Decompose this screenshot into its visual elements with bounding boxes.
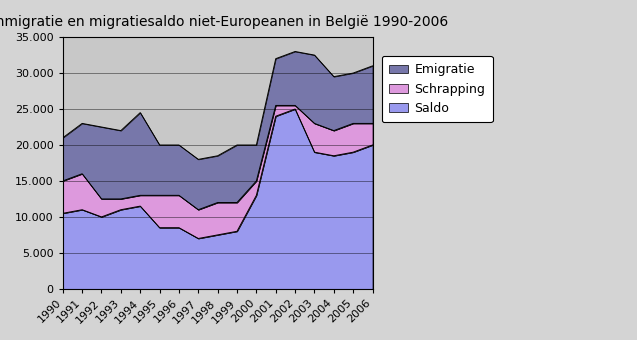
Title: Immigratie en migratiesaldo niet-Europeanen in België 1990-2006: Immigratie en migratiesaldo niet-Europea…: [0, 15, 448, 29]
Legend: Emigratie, Schrapping, Saldo: Emigratie, Schrapping, Saldo: [382, 56, 493, 122]
